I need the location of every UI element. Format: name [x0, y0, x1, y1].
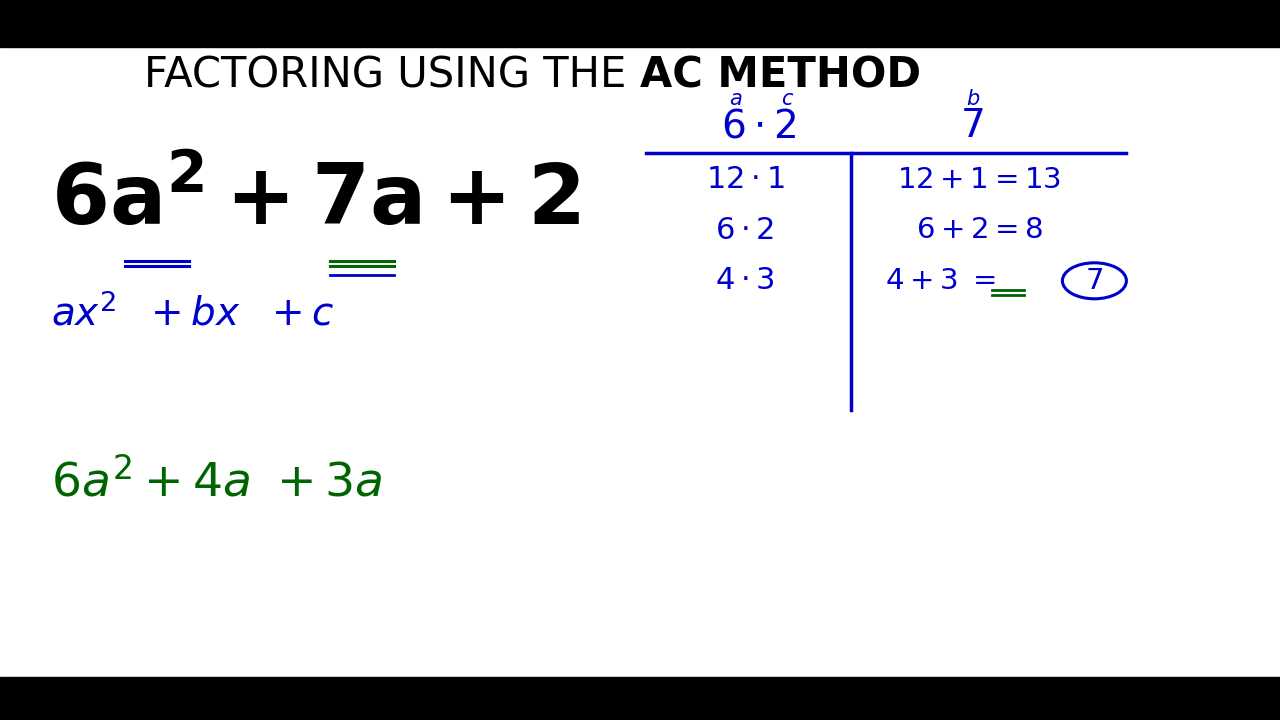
- Text: $6 \cdot 2$: $6 \cdot 2$: [716, 216, 774, 245]
- Text: c: c: [782, 89, 792, 109]
- Text: a: a: [730, 89, 742, 109]
- Text: $4+3\ =$: $4+3\ =$: [886, 267, 996, 294]
- Text: 7: 7: [960, 107, 986, 145]
- Text: 7: 7: [1085, 267, 1103, 294]
- Text: $12+1=13$: $12+1=13$: [897, 166, 1061, 194]
- Text: AC METHOD: AC METHOD: [640, 55, 922, 96]
- Text: $ax^2\ \ +bx\ \ +c$: $ax^2\ \ +bx\ \ +c$: [51, 293, 334, 333]
- Text: $6 \cdot 2$: $6 \cdot 2$: [722, 107, 796, 145]
- Text: $4 \cdot 3$: $4 \cdot 3$: [716, 266, 774, 295]
- Text: b: b: [966, 89, 979, 109]
- Text: $6a^2+4a\ +3a$: $6a^2+4a\ +3a$: [51, 459, 383, 506]
- Text: $12 \cdot 1$: $12 \cdot 1$: [705, 166, 785, 194]
- Text: FACTORING USING THE: FACTORING USING THE: [145, 55, 640, 96]
- Text: $6+2=8$: $6+2=8$: [915, 217, 1043, 244]
- Text: $\mathbf{6a^2 + 7a + 2}$: $\mathbf{6a^2 + 7a + 2}$: [51, 161, 581, 242]
